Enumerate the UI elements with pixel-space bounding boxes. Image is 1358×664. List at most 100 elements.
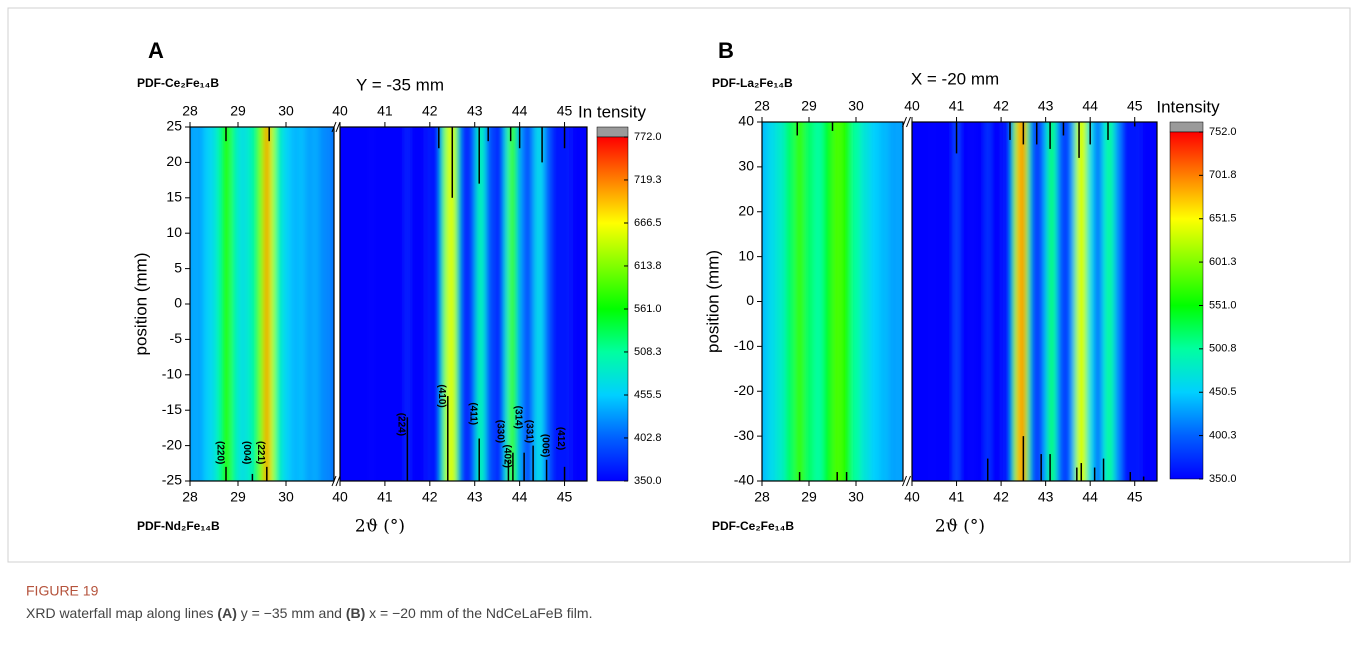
x-tick-label-top: 42 bbox=[993, 98, 1009, 114]
colorbar-label: In tensity bbox=[578, 102, 647, 121]
colorbar bbox=[1169, 131, 1204, 480]
x-axis-label: 2ϑ (°) bbox=[355, 517, 405, 537]
heat-stripe bbox=[1070, 122, 1075, 481]
heat-segment bbox=[912, 122, 1157, 481]
y-tick-label: -10 bbox=[162, 366, 182, 382]
x-tick-label-top: 44 bbox=[512, 103, 528, 119]
peak-label: (314) bbox=[512, 406, 523, 429]
heat-stripe bbox=[331, 127, 334, 481]
y-tick-label: 5 bbox=[174, 259, 182, 275]
colorbar-tick-label: 701.8 bbox=[1209, 169, 1237, 181]
figure-label: FIGURE 19 bbox=[26, 583, 99, 599]
heat-field bbox=[762, 122, 903, 481]
heat-stripe bbox=[326, 127, 332, 481]
heat-stripe bbox=[813, 122, 824, 481]
heat-stripe bbox=[535, 127, 540, 481]
heat-field bbox=[340, 127, 587, 481]
heat-stripe bbox=[425, 127, 442, 481]
heat-stripe bbox=[1043, 122, 1048, 481]
x-tick-label-top: 41 bbox=[377, 103, 393, 119]
x-tick-label: 41 bbox=[949, 489, 965, 505]
heat-stripe bbox=[888, 122, 899, 481]
heat-stripe bbox=[307, 127, 313, 481]
peak-label: (221) bbox=[255, 441, 266, 464]
x-tick-label: 28 bbox=[754, 489, 770, 505]
heat-stripe bbox=[1110, 122, 1115, 481]
colorbar-tick-label: 561.0 bbox=[634, 303, 662, 315]
y-axis-label: position (mm) bbox=[703, 250, 722, 353]
heat-stripe bbox=[1001, 122, 1013, 481]
heat-stripe bbox=[274, 127, 279, 481]
heat-stripe bbox=[283, 127, 289, 481]
heat-stripe bbox=[879, 122, 889, 481]
heat-stripe bbox=[240, 127, 246, 481]
heat-stripe bbox=[250, 127, 255, 481]
segment-frame bbox=[911, 121, 1158, 482]
colorbar-tick-label: 350.0 bbox=[1209, 473, 1237, 485]
y-tick-label: -5 bbox=[170, 330, 183, 346]
heat-stripe bbox=[1114, 122, 1122, 481]
heat-stripe bbox=[1063, 122, 1071, 481]
heat-stripe bbox=[1047, 122, 1053, 481]
x-tick-label-top: 41 bbox=[949, 98, 965, 114]
heat-stripe bbox=[259, 127, 265, 481]
y-tick-label: 25 bbox=[166, 118, 182, 134]
colorbar-tick-label: 350.0 bbox=[634, 475, 662, 487]
heat-stripe bbox=[245, 127, 250, 481]
x-tick-label: 40 bbox=[904, 489, 920, 505]
heat-stripe bbox=[972, 122, 986, 481]
heat-stripe bbox=[804, 122, 814, 481]
heat-stripe bbox=[1025, 122, 1031, 481]
y-tick-label: 40 bbox=[738, 113, 754, 129]
heat-segment bbox=[190, 127, 334, 481]
heat-field bbox=[912, 122, 1157, 481]
colorbar-tick-label: 772.0 bbox=[634, 131, 662, 143]
heat-stripe bbox=[1074, 122, 1080, 481]
panel-label: B bbox=[718, 38, 734, 63]
heat-stripe bbox=[1079, 122, 1084, 481]
heat-stripe bbox=[450, 127, 455, 481]
heat-stripe bbox=[1052, 122, 1057, 481]
heat-stripe bbox=[302, 127, 308, 481]
peak-label: (331) bbox=[524, 420, 535, 443]
heat-stripe bbox=[954, 122, 959, 481]
x-tick-label: 45 bbox=[1127, 489, 1143, 505]
x-tick-label: 43 bbox=[467, 489, 483, 505]
heat-stripe bbox=[312, 127, 318, 481]
x-tick-label: 42 bbox=[422, 489, 438, 505]
colorbar-tick-label: 450.5 bbox=[1209, 386, 1237, 398]
heat-stripe bbox=[298, 127, 303, 481]
heat-stripe bbox=[371, 127, 406, 481]
heat-stripe bbox=[794, 122, 805, 481]
peak-label: (224) bbox=[396, 413, 407, 436]
axis-break bbox=[331, 121, 337, 133]
heat-stripe bbox=[441, 127, 446, 481]
heat-stripe bbox=[851, 122, 861, 481]
heat-stripe bbox=[288, 127, 294, 481]
heat-stripe bbox=[202, 127, 207, 481]
x-tick-label: 30 bbox=[848, 489, 864, 505]
heat-stripe bbox=[1016, 122, 1022, 481]
heat-stripe bbox=[530, 127, 536, 481]
bottom-phase: PDF-Ce₂Fe₁₄B bbox=[712, 519, 794, 533]
heat-stripe bbox=[1012, 122, 1017, 481]
caption: XRD waterfall map along lines (A) y = −3… bbox=[26, 605, 592, 621]
axis-break bbox=[902, 116, 907, 128]
heat-stripe bbox=[517, 127, 525, 481]
y-tick-label: 10 bbox=[738, 247, 754, 263]
heat-stripe bbox=[551, 127, 572, 481]
colorbar-tick-label: 508.3 bbox=[634, 346, 662, 358]
heat-stripe bbox=[776, 122, 786, 481]
colorbar-label: Intensity bbox=[1156, 97, 1220, 116]
heat-stripe bbox=[1030, 122, 1037, 481]
heat-stripe bbox=[409, 127, 426, 481]
heat-stripe bbox=[539, 127, 545, 481]
x-tick-label: 43 bbox=[1038, 489, 1054, 505]
heat-stripe bbox=[216, 127, 222, 481]
bottom-phase: PDF-Nd₂Fe₁₄B bbox=[137, 519, 220, 533]
heat-stripe bbox=[264, 127, 270, 481]
heat-stripe bbox=[932, 122, 955, 481]
heat-stripe bbox=[485, 127, 495, 481]
caption-text: y = −35 mm and bbox=[237, 605, 346, 621]
x-tick-label-top: 30 bbox=[278, 103, 294, 119]
